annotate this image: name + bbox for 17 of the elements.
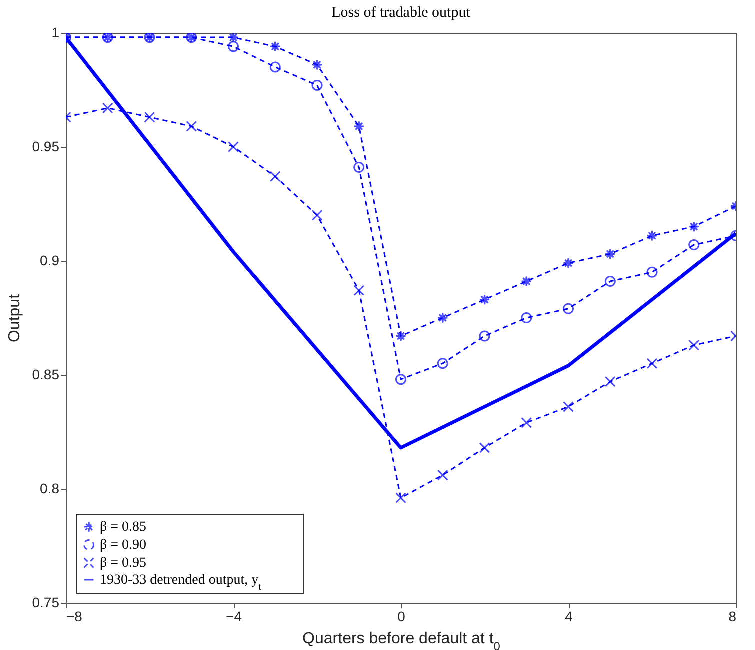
x-tick-label: −8 xyxy=(66,608,83,624)
x-tick-label: −4 xyxy=(226,608,242,624)
x-tick-label: 8 xyxy=(728,608,737,624)
y-tick-label: 1 xyxy=(52,24,60,40)
x-tick-label: 4 xyxy=(565,608,574,624)
legend-label: β = 0.90 xyxy=(100,538,147,553)
chart-title: Loss of tradable output xyxy=(332,5,472,21)
y-tick-label: 0.9 xyxy=(40,252,60,268)
y-tick-label: 0.85 xyxy=(32,366,60,382)
legend-label: 1930-33 detrended output, y$_{t}$ xyxy=(100,573,262,592)
y-axis-title: Output xyxy=(6,294,24,343)
y-tick-label: 0.75 xyxy=(32,594,60,610)
x-tick-label: 0 xyxy=(398,608,406,624)
y-tick-label: 0.95 xyxy=(32,138,60,154)
y-tick-label: 0.8 xyxy=(40,480,60,496)
legend-label: β = 0.85 xyxy=(100,520,147,535)
legend-label: β = 0.95 xyxy=(100,556,147,571)
